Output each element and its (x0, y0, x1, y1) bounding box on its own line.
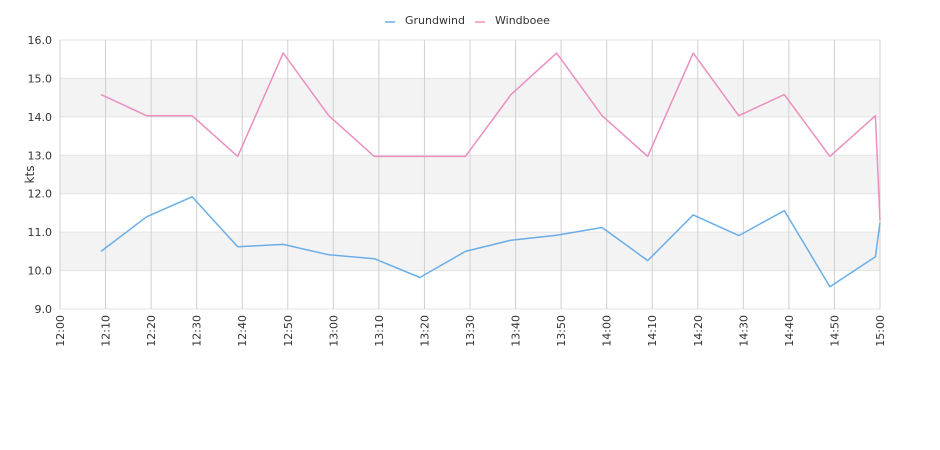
legend-item-windboee[interactable]: Windboee (475, 14, 550, 27)
y-axis-label: kts (23, 166, 37, 184)
legend: Grundwind Windboee (385, 14, 550, 27)
x-tick-label: 12:00 (54, 315, 67, 347)
y-tick-label: 12.0 (28, 188, 53, 201)
y-tick-label: 11.0 (28, 226, 53, 239)
y-axis-tick-labels: 9.0 10.0 11.0 12.0 13.0 14.0 15.0 16.0 (28, 34, 53, 316)
y-tick-label: 13.0 (28, 149, 53, 162)
y-tick-label: 14.0 (28, 111, 53, 124)
y-tick-label: 16.0 (28, 34, 53, 47)
legend-item-grundwind[interactable]: Grundwind (385, 14, 465, 27)
x-tick-label: 14:50 (828, 315, 841, 347)
x-tick-label: 13:10 (373, 315, 386, 347)
series-line-grundwind (100, 196, 881, 288)
grid-lines (59, 39, 881, 310)
x-tick-label: 13:30 (464, 315, 477, 347)
x-tick-label: 12:10 (100, 315, 113, 347)
x-tick-label: 12:50 (282, 315, 295, 347)
series-lines (100, 52, 881, 288)
legend-label: Grundwind (405, 14, 465, 27)
x-tick-label: 14:10 (646, 315, 659, 347)
x-tick-label: 13:00 (327, 315, 340, 347)
x-tick-label: 14:20 (692, 315, 705, 347)
x-tick-label: 13:50 (555, 315, 568, 347)
legend-label: Windboee (495, 14, 550, 27)
x-tick-label: 14:00 (601, 315, 614, 347)
y-tick-label: 10.0 (28, 265, 53, 278)
x-tick-label: 13:40 (510, 315, 523, 347)
x-axis-tick-labels: 12:00 12:10 12:20 12:30 12:40 12:50 13:00 13:10… (54, 315, 887, 347)
y-tick-label: 15.0 (28, 72, 53, 85)
x-tick-label: 15:00 (874, 315, 887, 347)
x-tick-label: 13:20 (418, 315, 431, 347)
x-tick-label: 12:40 (236, 315, 249, 347)
y-tick-label: 9.0 (35, 303, 53, 316)
x-tick-label: 12:30 (191, 315, 204, 347)
series-line-windboee (100, 52, 881, 221)
x-tick-label: 12:20 (145, 315, 158, 347)
x-tick-label: 14:30 (737, 315, 750, 347)
x-tick-label: 14:40 (783, 315, 796, 347)
